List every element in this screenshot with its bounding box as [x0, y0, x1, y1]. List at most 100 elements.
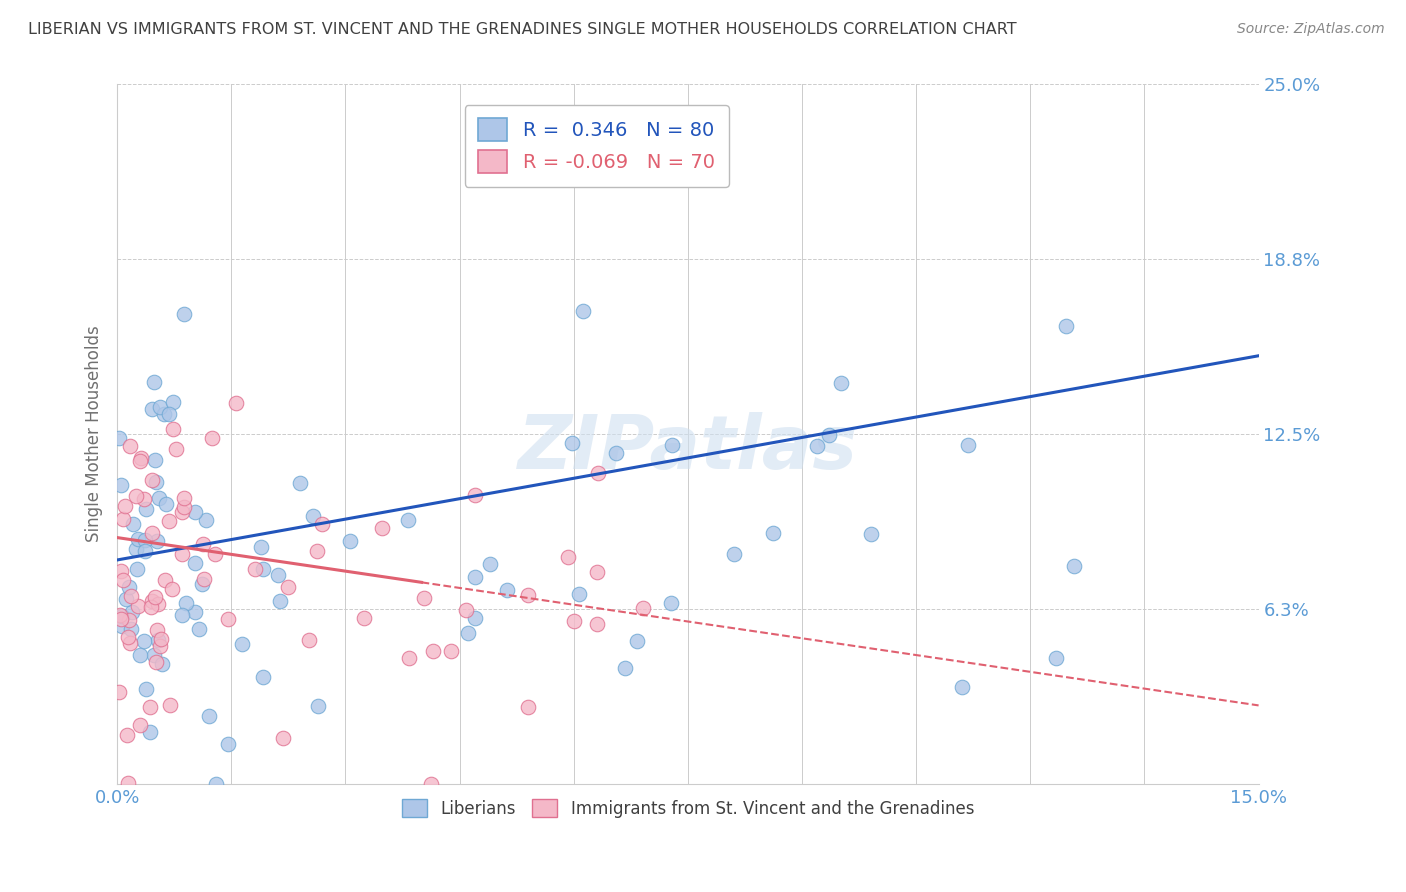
Point [121, 605, 143, 619]
Point [252, 562, 274, 576]
Point [122, 516, 145, 531]
Point [117, 776, 139, 790]
Point [217, 612, 239, 626]
Point [141, 594, 163, 608]
Point [496, 582, 519, 597]
Point [120, 636, 142, 650]
Point [111, 608, 134, 623]
Point [806, 439, 828, 453]
Y-axis label: Single Mother Households: Single Mother Households [86, 326, 103, 542]
Point [107, 431, 129, 445]
Point [1063, 558, 1085, 573]
Point [112, 573, 135, 587]
Point [127, 532, 149, 546]
Point [173, 491, 195, 506]
Point [201, 431, 224, 445]
Point [107, 685, 129, 699]
Point [818, 428, 841, 442]
Point [139, 700, 162, 714]
Point [173, 500, 195, 514]
Point [172, 505, 194, 519]
Point [422, 644, 444, 658]
Point [170, 548, 193, 562]
Point [165, 442, 187, 456]
Point [141, 473, 163, 487]
Point [631, 601, 654, 615]
Point [153, 573, 176, 587]
Point [191, 536, 214, 550]
Point [135, 502, 157, 516]
Point [141, 401, 163, 416]
Point [153, 407, 176, 421]
Point [245, 562, 267, 576]
Point [571, 303, 593, 318]
Point [456, 602, 478, 616]
Point [148, 491, 170, 505]
Point [659, 596, 682, 610]
Point [143, 453, 166, 467]
Point [155, 496, 177, 510]
Point [110, 611, 132, 625]
Point [118, 580, 141, 594]
Point [176, 596, 198, 610]
Legend: Liberians, Immigrants from St. Vincent and the Grenadines: Liberians, Immigrants from St. Vincent a… [395, 792, 981, 824]
Point [132, 492, 155, 507]
Point [146, 597, 169, 611]
Point [277, 580, 299, 594]
Point [160, 582, 183, 597]
Point [311, 516, 333, 531]
Point [162, 422, 184, 436]
Point [586, 466, 609, 480]
Point [516, 588, 538, 602]
Point [188, 622, 211, 636]
Point [298, 633, 321, 648]
Text: ZIPatlas: ZIPatlas [517, 411, 858, 484]
Point [605, 446, 627, 460]
Point [761, 525, 783, 540]
Point [110, 478, 132, 492]
Point [172, 607, 194, 622]
Point [129, 718, 152, 732]
Point [561, 436, 583, 450]
Point [950, 680, 973, 694]
Point [568, 587, 591, 601]
Point [141, 525, 163, 540]
Point [956, 438, 979, 452]
Point [198, 708, 221, 723]
Point [173, 306, 195, 320]
Point [859, 526, 882, 541]
Point [183, 505, 205, 519]
Point [157, 514, 180, 528]
Point [195, 512, 218, 526]
Point [132, 634, 155, 648]
Point [150, 657, 173, 671]
Point [613, 661, 636, 675]
Point [112, 512, 135, 526]
Point [266, 567, 288, 582]
Point [157, 408, 180, 422]
Point [252, 670, 274, 684]
Point [204, 547, 226, 561]
Point [120, 589, 142, 603]
Point [562, 614, 585, 628]
Point [141, 600, 163, 615]
Point [114, 499, 136, 513]
Point [134, 544, 156, 558]
Point [159, 698, 181, 712]
Point [135, 681, 157, 696]
Point [557, 549, 579, 564]
Point [143, 591, 166, 605]
Point [111, 619, 134, 633]
Point [145, 533, 167, 548]
Point [193, 572, 215, 586]
Point [118, 614, 141, 628]
Point [224, 395, 246, 409]
Point [129, 648, 152, 662]
Point [138, 724, 160, 739]
Point [398, 651, 420, 665]
Point [478, 557, 501, 571]
Point [412, 591, 434, 606]
Point [307, 698, 329, 713]
Point [145, 655, 167, 669]
Point [464, 611, 486, 625]
